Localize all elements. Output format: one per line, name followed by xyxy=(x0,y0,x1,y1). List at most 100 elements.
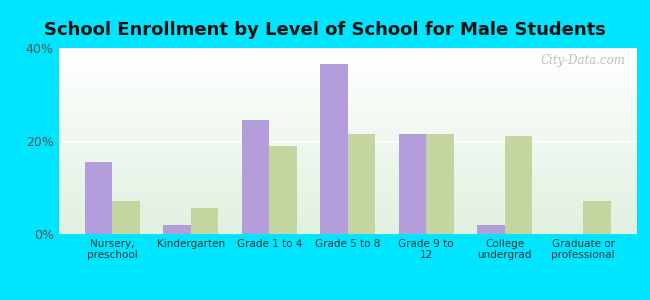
Bar xyxy=(58,150,637,152)
Bar xyxy=(426,134,454,234)
Bar xyxy=(58,230,637,232)
Bar xyxy=(58,223,637,225)
Bar xyxy=(58,122,637,124)
Bar xyxy=(58,100,637,102)
Bar xyxy=(58,221,637,223)
Bar xyxy=(58,54,637,56)
Bar xyxy=(58,68,637,70)
Bar xyxy=(58,102,637,104)
Bar xyxy=(58,119,637,121)
Bar xyxy=(58,128,637,130)
Bar xyxy=(58,106,637,107)
Bar xyxy=(58,178,637,180)
Bar xyxy=(58,76,637,78)
Bar xyxy=(58,70,637,72)
Bar xyxy=(58,52,637,54)
Bar xyxy=(58,56,637,57)
Bar xyxy=(58,74,637,76)
Bar xyxy=(58,158,637,160)
Bar xyxy=(58,94,637,96)
Bar xyxy=(58,154,637,156)
Bar xyxy=(58,130,637,132)
Bar xyxy=(58,176,637,178)
Bar xyxy=(58,219,637,221)
Bar xyxy=(84,162,112,234)
Bar xyxy=(58,104,637,106)
Bar xyxy=(58,91,637,93)
Bar xyxy=(58,226,637,228)
Bar xyxy=(58,63,637,65)
Bar xyxy=(58,197,637,199)
Bar xyxy=(58,85,637,87)
Bar xyxy=(398,134,426,234)
Bar xyxy=(58,141,637,143)
Bar xyxy=(58,148,637,150)
Bar xyxy=(58,195,637,197)
Bar xyxy=(58,80,637,82)
Bar xyxy=(58,96,637,98)
Bar xyxy=(58,59,637,61)
Bar xyxy=(269,146,297,234)
Bar xyxy=(58,199,637,200)
Text: City-Data.com: City-Data.com xyxy=(541,54,625,67)
Bar xyxy=(58,147,637,148)
Bar xyxy=(58,188,637,189)
Bar xyxy=(58,61,637,63)
Bar xyxy=(58,189,637,191)
Bar xyxy=(58,134,637,135)
Bar xyxy=(58,83,637,85)
Bar xyxy=(583,202,611,234)
Bar xyxy=(58,161,637,163)
Bar xyxy=(58,156,637,158)
Bar xyxy=(58,110,637,111)
Bar xyxy=(58,126,637,128)
Bar xyxy=(58,111,637,113)
Bar xyxy=(58,171,637,172)
Bar xyxy=(505,136,532,234)
Bar xyxy=(58,228,637,230)
Bar xyxy=(58,208,637,210)
Bar xyxy=(58,215,637,217)
Bar xyxy=(58,160,637,161)
Bar xyxy=(112,202,140,234)
Bar xyxy=(58,117,637,119)
Bar xyxy=(58,180,637,182)
Bar xyxy=(58,135,637,137)
Bar xyxy=(58,200,637,202)
Bar xyxy=(58,143,637,145)
Bar xyxy=(58,212,637,214)
Bar xyxy=(477,225,505,234)
Bar xyxy=(58,145,637,147)
Bar xyxy=(163,225,190,234)
Bar xyxy=(58,167,637,169)
Bar xyxy=(58,89,637,91)
Bar xyxy=(58,169,637,171)
Bar xyxy=(58,232,637,234)
Bar xyxy=(58,184,637,186)
Bar xyxy=(58,50,637,52)
Bar xyxy=(58,210,637,212)
Bar xyxy=(58,175,637,176)
Bar xyxy=(58,107,637,110)
Bar xyxy=(190,208,218,234)
Bar xyxy=(348,134,375,234)
Bar xyxy=(58,121,637,122)
Bar xyxy=(58,57,637,59)
Bar xyxy=(58,214,637,215)
Bar xyxy=(58,78,637,80)
Bar xyxy=(58,82,637,83)
Bar xyxy=(58,206,637,208)
Bar xyxy=(58,152,637,154)
Text: School Enrollment by Level of School for Male Students: School Enrollment by Level of School for… xyxy=(44,21,606,39)
Bar xyxy=(58,165,637,167)
Bar xyxy=(58,115,637,117)
Bar xyxy=(58,217,637,219)
Bar xyxy=(58,98,637,100)
Bar xyxy=(58,113,637,115)
Bar xyxy=(320,64,348,234)
Bar xyxy=(58,93,637,94)
Bar xyxy=(58,87,637,89)
Bar xyxy=(58,132,637,134)
Bar xyxy=(58,139,637,141)
Bar xyxy=(58,204,637,206)
